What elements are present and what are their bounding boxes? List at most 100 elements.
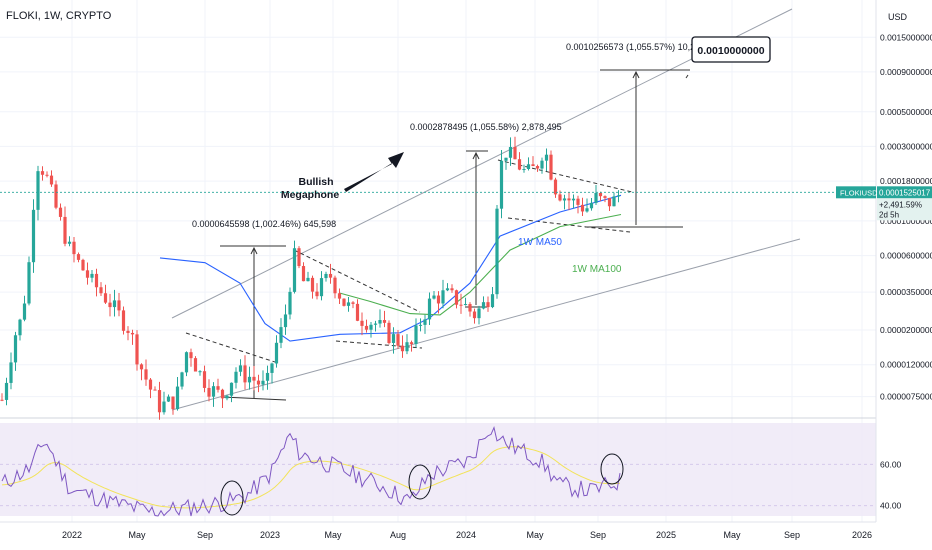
candle: [454, 290, 459, 305]
candle: [9, 362, 13, 383]
moving-averages: [159, 194, 622, 342]
candle: [166, 396, 171, 402]
candle: [315, 291, 319, 297]
candle: [171, 396, 175, 410]
target-callout-label: 0.0010000000: [697, 45, 764, 57]
candle: [94, 273, 99, 288]
candle: [40, 171, 45, 175]
candle: [585, 208, 589, 212]
rsi-band: [0, 423, 876, 516]
candle: [477, 308, 481, 319]
candle: [423, 319, 427, 325]
time-tick-label: 2022: [62, 530, 82, 540]
candle: [297, 248, 301, 267]
candle: [292, 248, 297, 292]
price-axis[interactable]: 0.0015000000 0.0009000000 0.0005000000 0.00…: [880, 32, 932, 401]
arrow-head: [250, 246, 258, 255]
candle: [234, 371, 238, 383]
candle: [418, 324, 423, 326]
candle: [522, 169, 526, 171]
candle: [220, 389, 225, 399]
price-badge-box: [877, 186, 932, 199]
candle: [436, 295, 441, 304]
candle: [378, 320, 382, 324]
time-tick-label: May: [324, 530, 342, 540]
candle: [405, 342, 409, 352]
candle: [45, 174, 49, 176]
candle: [157, 390, 162, 413]
currency-label[interactable]: USD: [888, 12, 908, 22]
candle: [112, 300, 117, 308]
candle: [396, 334, 400, 346]
candle: [67, 241, 72, 244]
price-tick-label: 0.0000120000: [880, 360, 932, 370]
price-tick-label: 0.0000350000: [880, 287, 932, 297]
candle: [517, 159, 522, 170]
candle: [558, 194, 562, 201]
candle: [144, 369, 148, 380]
price-tick-label: 0.0009000000: [880, 67, 932, 77]
candle: [225, 395, 229, 399]
candle: [207, 387, 211, 397]
candle: [508, 147, 513, 158]
price-tick-label: 0.0001000000: [880, 216, 932, 226]
candle: [139, 364, 144, 370]
candle: [162, 401, 166, 413]
price-badge: FLOKIUSD 0.0001525017 +2,491.59%2d 5h: [0, 186, 932, 221]
candle: [355, 303, 360, 321]
candle: [450, 288, 454, 291]
candle: [274, 342, 279, 364]
candle: [486, 302, 490, 308]
triangle-1-top: [185, 332, 279, 364]
candle: [27, 262, 31, 304]
candle: [319, 278, 324, 297]
ma50-label: 1W MA50: [518, 237, 562, 248]
candle: [324, 273, 328, 279]
price-tick-label: 0.0003000000: [880, 141, 932, 151]
ma100-label: 1W MA100: [572, 264, 622, 275]
candle: [256, 380, 261, 385]
candle: [459, 304, 463, 306]
bullish-arrow: [344, 152, 404, 192]
price-tick-label: 0.0000600000: [880, 251, 932, 261]
candle: [481, 302, 486, 309]
time-tick-label: 2023: [260, 530, 280, 540]
annotation-target-2: 0.0002878495 (1,055.58%) 2,878,495: [410, 122, 562, 132]
wedge-2-top: [293, 249, 421, 313]
annotation-megaphone: Megaphone: [281, 189, 339, 201]
candle: [526, 164, 531, 170]
candle: [409, 342, 414, 344]
candle: [540, 160, 544, 169]
rsi-circle-3: [600, 453, 624, 485]
symbol-badge-label: FLOKIUSD: [840, 188, 878, 197]
candle: [31, 209, 36, 263]
candle: [202, 371, 207, 388]
candle: [445, 288, 450, 291]
candle: [189, 352, 193, 359]
candle: [427, 298, 432, 320]
candle: [288, 291, 292, 315]
candle: [72, 241, 76, 255]
candle: [211, 386, 216, 397]
candle: [531, 164, 535, 167]
price-tick-label: 0.0000200000: [880, 325, 932, 335]
annotation-target-3: 0.0010256573 (1,055.57%) 10,256,5: [566, 42, 713, 52]
time-axis[interactable]: 2022 May Sep 2023 May Aug 2024 May Sep 2025 May Sep…: [62, 530, 872, 540]
candle: [553, 179, 558, 195]
ma50-line: [159, 194, 622, 342]
candle: [180, 372, 184, 387]
candle: [49, 175, 54, 185]
time-tick-label: May: [723, 530, 741, 540]
rsi-circle-2: [408, 464, 432, 500]
time-tick-label: May: [526, 530, 544, 540]
candle: [0, 399, 4, 401]
candle: [400, 345, 405, 352]
candle: [247, 376, 252, 383]
candle: [342, 298, 346, 306]
candle: [499, 160, 504, 209]
candle: [616, 195, 621, 197]
candle: [261, 380, 265, 385]
candle: [337, 293, 342, 299]
